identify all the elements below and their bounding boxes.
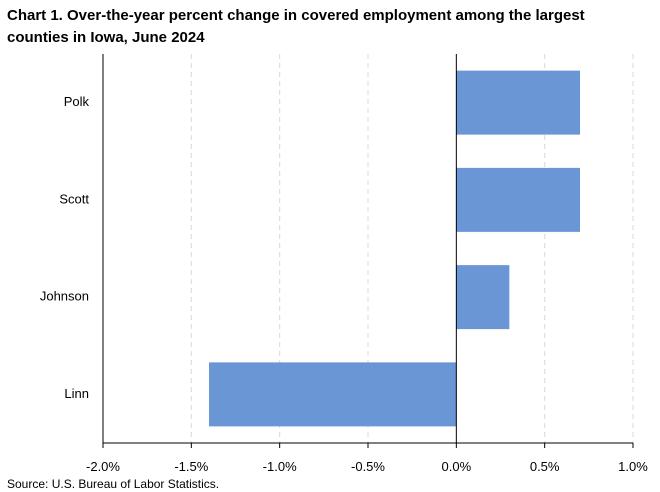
x-tick-label: -1.0% xyxy=(263,459,297,474)
bar-scott xyxy=(456,167,580,232)
bar-johnson xyxy=(456,265,510,330)
category-labels: Polk Scott Johnson Linn xyxy=(40,94,90,401)
chart-title: Chart 1. Over-the-year percent change in… xyxy=(7,7,585,46)
x-tick-label: 0.0% xyxy=(442,459,472,474)
x-tick-labels: -2.0% -1.5% -1.0% -0.5% 0.0% 0.5% 1.0% xyxy=(86,459,648,474)
x-tick-label: -0.5% xyxy=(351,459,385,474)
bars xyxy=(209,70,580,427)
bar-polk xyxy=(456,70,580,135)
x-tick-label: -1.5% xyxy=(174,459,208,474)
axes xyxy=(102,54,634,448)
category-label-johnson: Johnson xyxy=(40,289,89,304)
x-tick-label: -2.0% xyxy=(86,459,120,474)
category-label-polk: Polk xyxy=(64,94,90,109)
category-label-scott: Scott xyxy=(59,191,89,206)
x-tick-label: 1.0% xyxy=(618,459,648,474)
bar-linn xyxy=(209,362,457,427)
category-label-linn: Linn xyxy=(64,386,89,401)
x-tick-label: 0.5% xyxy=(530,459,560,474)
source-note: Source: U.S. Bureau of Labor Statistics. xyxy=(7,477,220,491)
